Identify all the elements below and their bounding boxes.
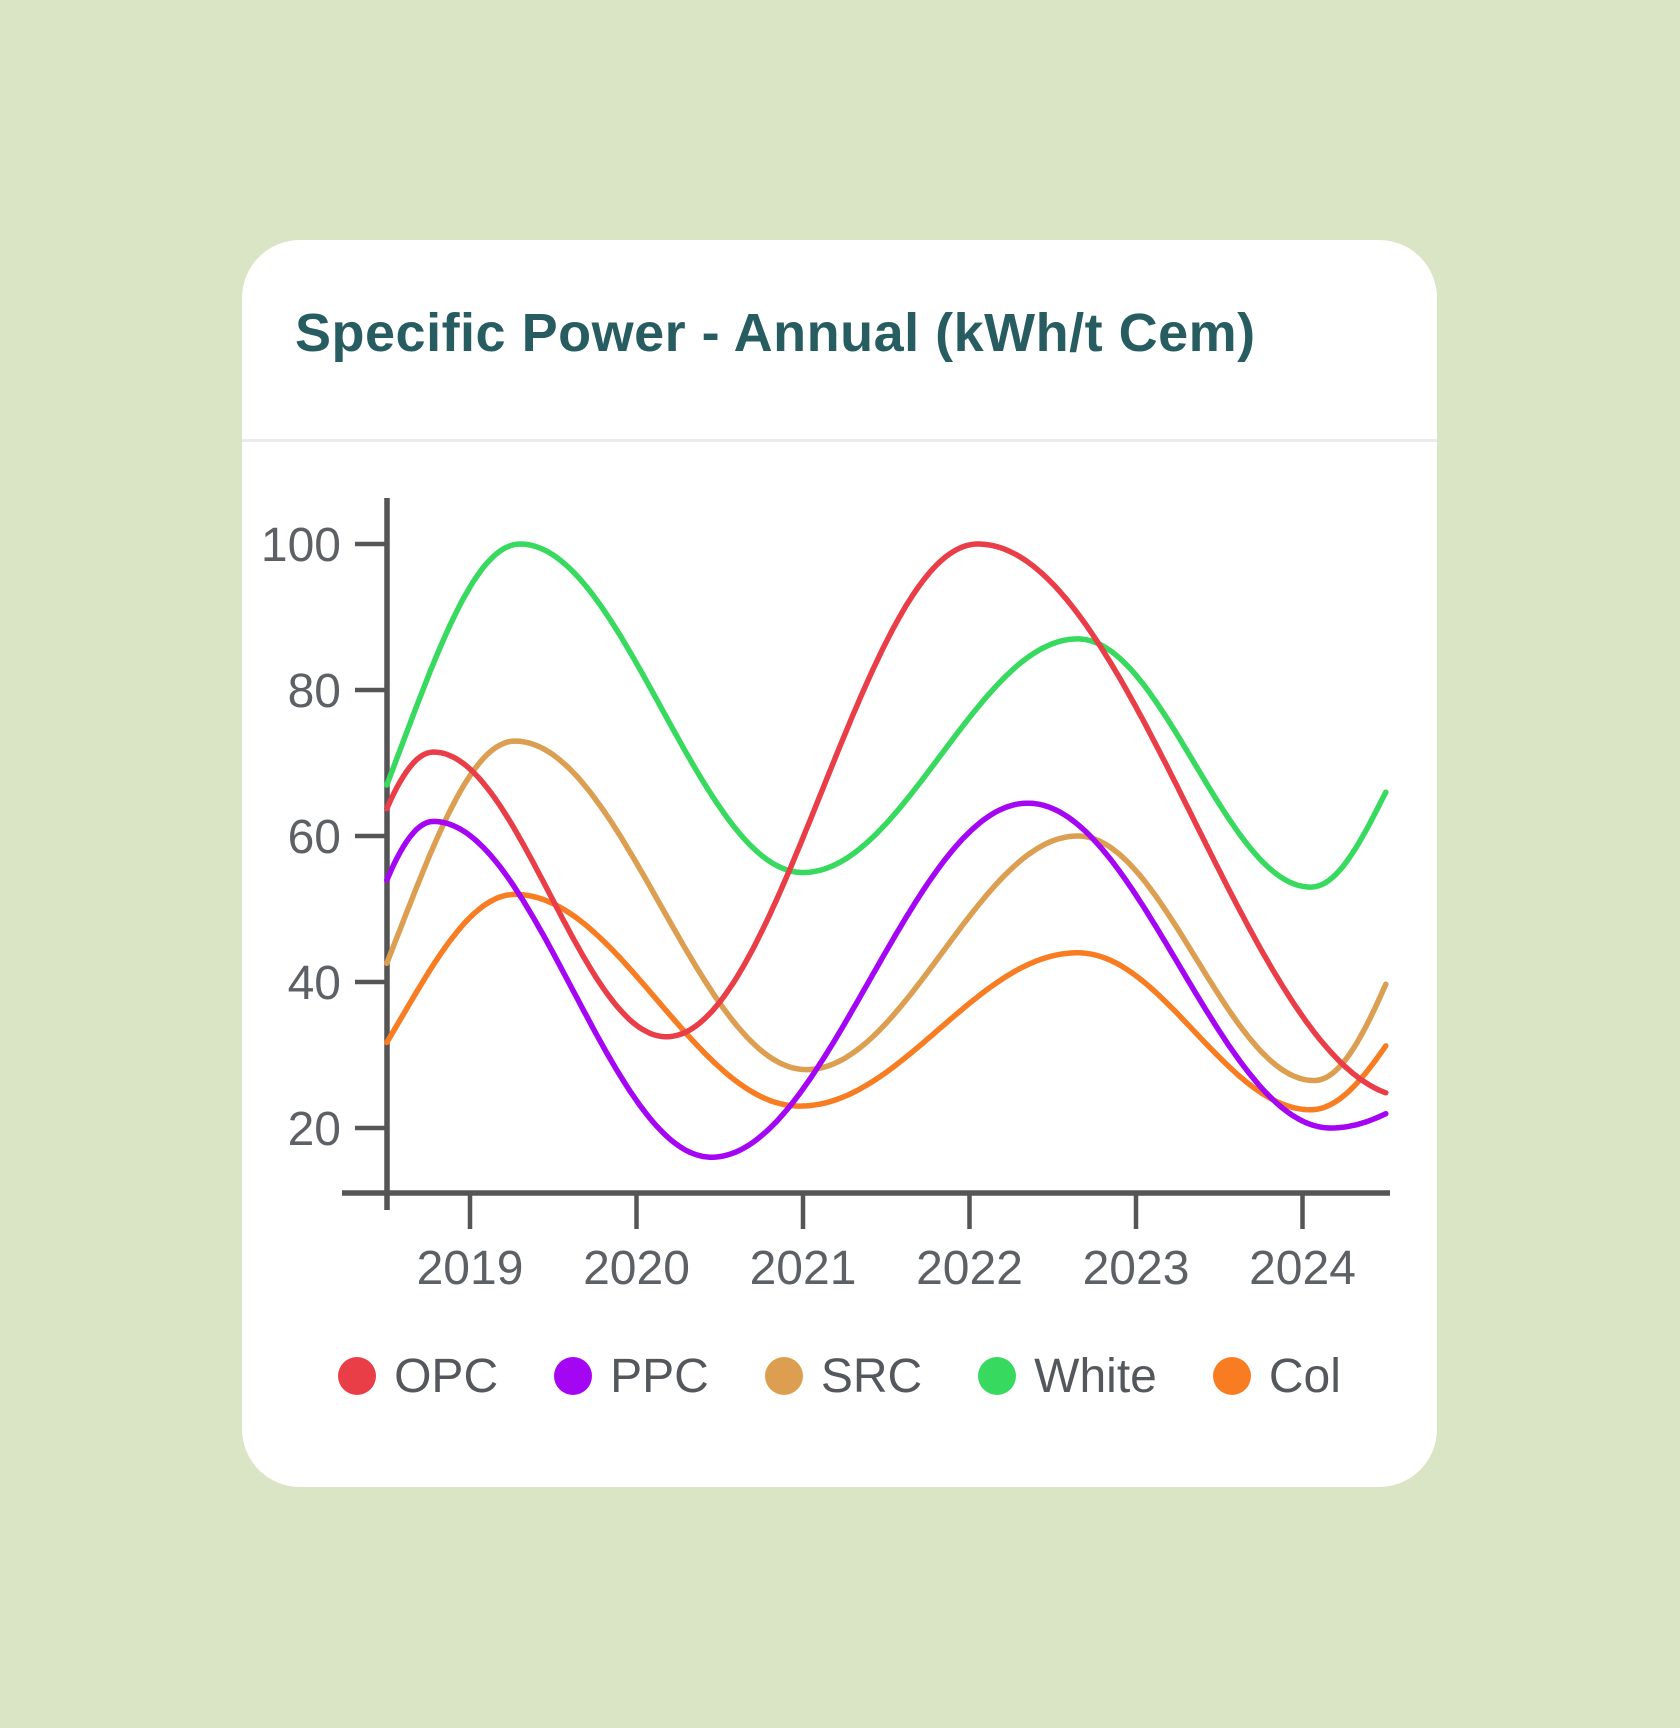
- x-tick-label: 2023: [1083, 1242, 1190, 1295]
- y-tick-label: 20: [288, 1103, 341, 1156]
- legend-item-ppc[interactable]: PPC: [554, 1349, 709, 1404]
- legend-label-ppc: PPC: [610, 1349, 709, 1403]
- y-tick-label: 80: [288, 665, 341, 718]
- x-tick-label: 2024: [1249, 1242, 1356, 1295]
- series-line-ppc: [384, 800, 1389, 1160]
- y-tick-label: 40: [288, 957, 341, 1010]
- y-tick-label: 100: [261, 519, 341, 572]
- series-line-src: [384, 738, 1389, 1084]
- series-line-white: [384, 541, 1389, 890]
- x-tick-label: 2021: [750, 1242, 857, 1295]
- legend-dot-white: [978, 1357, 1017, 1395]
- line-chart-plot: 100 80 60 40 20 2019 2020 2021 2022 2023 2024: [261, 498, 1390, 1295]
- legend-dot-src: [764, 1357, 803, 1395]
- chart-title: Specific Power - Annual (kWh/t Cem): [295, 303, 1256, 363]
- series-line-opc: [384, 541, 1389, 1096]
- legend-dot-col: [1212, 1357, 1251, 1395]
- chart-header: Specific Power - Annual (kWh/t Cem): [242, 240, 1437, 442]
- x-tick-label: 2019: [417, 1242, 524, 1295]
- legend-item-white[interactable]: White: [978, 1349, 1157, 1404]
- legend-item-src[interactable]: SRC: [764, 1349, 923, 1404]
- legend-label-col: Col: [1268, 1349, 1341, 1403]
- y-tick-label: 60: [288, 811, 341, 864]
- legend-label-opc: OPC: [394, 1349, 499, 1403]
- chart-legend: OPC PPC SRC White Col: [242, 1336, 1437, 1416]
- chart-card: Specific Power - Annual (kWh/t Cem) 100 8…: [242, 240, 1437, 1487]
- legend-label-white: White: [1034, 1349, 1157, 1403]
- legend-dot-ppc: [554, 1357, 593, 1395]
- legend-item-col[interactable]: Col: [1212, 1349, 1341, 1404]
- legend-label-src: SRC: [820, 1349, 923, 1403]
- legend-dot-opc: [338, 1357, 377, 1395]
- x-tick-label: 2020: [583, 1242, 690, 1295]
- legend-item-opc[interactable]: OPC: [338, 1349, 498, 1404]
- x-tick-label: 2022: [916, 1242, 1023, 1295]
